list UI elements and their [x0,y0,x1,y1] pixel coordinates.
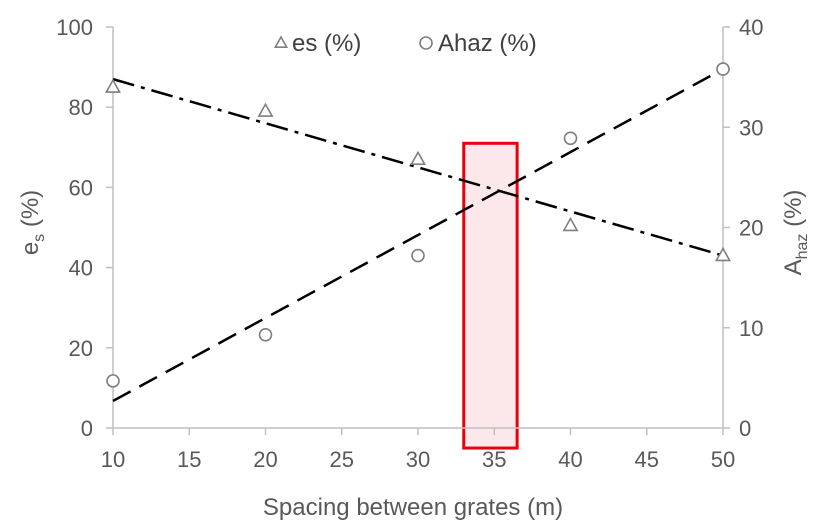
x-axis-title: Spacing between grates (m) [263,494,563,521]
left-tick-label: 20 [69,336,93,361]
left-tick-label: 80 [69,95,93,120]
data-point-es [104,78,122,93]
right-axis-title: Ahaz (%) [780,190,811,276]
data-point-ahaz [411,248,425,263]
data-point-es [714,246,732,262]
x-tick-label: 45 [635,447,659,472]
left-tick-label: 40 [69,256,93,281]
x-tick-label: 30 [406,447,430,472]
x-tick-label: 15 [177,447,201,472]
x-tick-label: 40 [558,447,582,472]
left-tick-label: 60 [69,175,93,200]
left-axis-title: es (%) [17,190,48,255]
data-point-ahaz [258,327,273,342]
legend-label-ahaz: Ahaz (%) [438,30,537,57]
x-tick-label: 10 [101,447,125,472]
data-point-ahaz [106,374,120,388]
legend-marker-ahaz [419,36,433,50]
right-tick-label: 0 [739,416,751,441]
legend-marker-es [273,35,289,49]
right-tick-label: 30 [739,115,763,140]
left-tick-label: 100 [56,15,93,40]
right-tick-label: 20 [739,216,763,241]
right-tick-label: 40 [739,15,763,40]
data-point-es [257,102,274,117]
data-point-ahaz [563,131,578,146]
x-tick-label: 50 [711,447,735,472]
x-tick-label: 35 [482,447,506,472]
highlight-box [462,141,519,450]
x-tick-label: 25 [330,447,354,472]
right-tick-label: 10 [739,316,763,341]
data-point-es [409,150,427,166]
data-point-ahaz [716,62,730,76]
left-tick-label: 0 [81,416,93,441]
x-tick-label: 20 [253,447,277,472]
legend-label-es: es (%) [292,30,361,57]
data-point-es [562,216,579,232]
trendline-ahaz [112,68,724,403]
trendline-es [112,77,724,257]
